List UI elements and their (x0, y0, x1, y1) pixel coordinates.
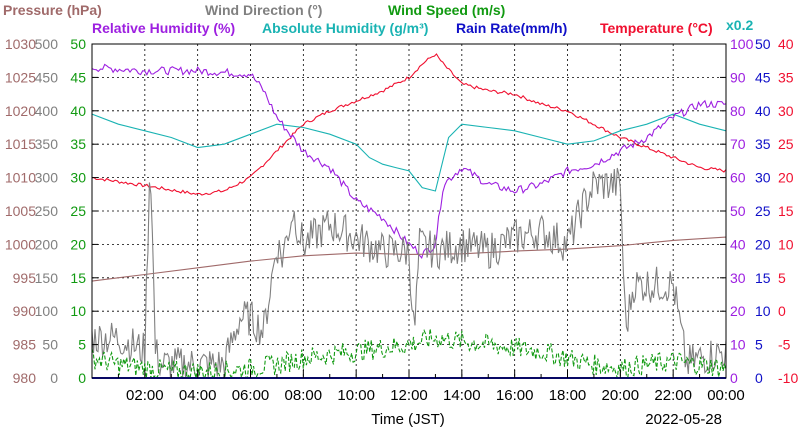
y-tick-label: 45 (70, 69, 86, 85)
x-tick-label: 08:00 (285, 387, 323, 404)
legend-entry: Relative Humidity (%) (92, 20, 235, 36)
series-line-temperature-c (91, 53, 727, 196)
x-axis-label: Time (JST) (371, 411, 445, 428)
legend: Pressure (hPa) Wind Direction (°) Wind Spe… (3, 2, 753, 36)
grid (92, 44, 726, 378)
y-tick-label: -5 (778, 337, 791, 353)
y-tick-label: 5 (78, 337, 86, 353)
y-tick-label: 5 (755, 337, 763, 353)
x-tick-label: 20:00 (602, 387, 640, 404)
y-tick-label: 15 (70, 270, 86, 286)
y-tick-label: 40 (70, 103, 86, 119)
series-line-absolute-humidity-g-m (91, 113, 727, 192)
y-tick-label: 980 (13, 370, 37, 386)
y-tick-label: 20 (755, 236, 771, 252)
y-tick-label: 60 (730, 170, 746, 186)
y-tick-label: 200 (35, 236, 59, 252)
axis-scale-note: x0.2 (726, 17, 753, 33)
legend-entry: Wind Speed (m/s) (388, 2, 505, 18)
y-tick-label: 40 (778, 36, 794, 52)
y-tick-label: 1030 (5, 36, 36, 52)
y-tick-label: 25 (755, 203, 771, 219)
y-tick-label: 15 (778, 203, 794, 219)
x-tick-label: 12:00 (390, 387, 428, 404)
x-tick-label: 14:00 (443, 387, 481, 404)
y-tick-label: 0 (78, 370, 86, 386)
y-tick-label: 1005 (5, 203, 36, 219)
y-tick-label: -10 (778, 370, 798, 386)
y-tick-label: 50 (755, 36, 771, 52)
x-tick-label: 06:00 (232, 387, 270, 404)
legend-entry: Absolute Humidity (g/m³) (262, 20, 428, 36)
y-tick-label: 0 (778, 303, 786, 319)
y-tick-label: 10 (730, 337, 746, 353)
y-tick-label: 35 (70, 136, 86, 152)
y-tick-label: 1020 (5, 103, 36, 119)
y-tick-label: 30 (70, 170, 86, 186)
chart-date: 2022-05-28 (645, 411, 722, 428)
y-tick-label: 0 (730, 370, 738, 386)
y-tick-label: 1015 (5, 136, 36, 152)
legend-entry: Rain Rate(mm/h) (456, 20, 567, 36)
y-tick-label: 5 (778, 270, 786, 286)
y-tick-label: 30 (730, 270, 746, 286)
y-tick-label: 30 (755, 170, 771, 186)
y-tick-label: 25 (778, 136, 794, 152)
y-tick-label: 40 (730, 236, 746, 252)
y-tick-label: 400 (35, 103, 59, 119)
y-tick-label: 10 (778, 236, 794, 252)
y-tick-label: 500 (35, 36, 59, 52)
legend-entry: Temperature (°C) (600, 20, 713, 36)
y-tick-label: 15 (755, 270, 771, 286)
y-tick-label: 995 (13, 270, 37, 286)
legend-entry: Wind Direction (°) (205, 2, 322, 18)
y-tick-label: 10 (70, 303, 86, 319)
series-line-relative-humidity (91, 63, 727, 260)
y-tick-label: 90 (730, 69, 746, 85)
y-tick-label: 50 (42, 337, 58, 353)
x-tick-label: 02:00 (126, 387, 164, 404)
y-tick-label: 250 (35, 203, 59, 219)
y-tick-label: 30 (778, 103, 794, 119)
x-tick-label: 10:00 (337, 387, 375, 404)
y-tick-label: 20 (70, 236, 86, 252)
y-tick-label: 20 (778, 170, 794, 186)
y-tick-label: 100 (35, 303, 59, 319)
x-tick-label: 00:00 (707, 387, 745, 404)
y-tick-label: 25 (70, 203, 86, 219)
y-tick-label: 50 (730, 203, 746, 219)
y-tick-label: 985 (13, 337, 37, 353)
legend-entry: Pressure (hPa) (3, 2, 102, 18)
y-tick-label: 80 (730, 103, 746, 119)
y-tick-label: 40 (755, 103, 771, 119)
y-tick-label: 350 (35, 136, 59, 152)
y-tick-label: 0 (50, 370, 58, 386)
y-tick-label: 70 (730, 136, 746, 152)
y-tick-label: 50 (70, 36, 86, 52)
y-tick-label: 10 (755, 303, 771, 319)
y-axes: 1030102510201015101010051000995990985980… (5, 36, 799, 386)
y-tick-label: 1025 (5, 69, 36, 85)
y-tick-label: 450 (35, 69, 59, 85)
y-tick-label: 45 (755, 69, 771, 85)
x-tick-label: 16:00 (496, 387, 534, 404)
y-tick-label: 20 (730, 303, 746, 319)
x-tick-label: 04:00 (179, 387, 217, 404)
y-tick-label: 35 (778, 69, 794, 85)
y-tick-label: 150 (35, 270, 59, 286)
y-tick-label: 0 (755, 370, 763, 386)
y-tick-label: 1010 (5, 170, 36, 186)
x-tick-label: 18:00 (549, 387, 587, 404)
x-tick-label: 22:00 (654, 387, 692, 404)
x-axis: 02:00 04:00 06:00 08:00 10:00 12:00 14:00 16:00… (117, 370, 745, 428)
y-tick-label: 1000 (5, 236, 36, 252)
y-tick-label: 100 (730, 36, 754, 52)
y-tick-label: 990 (13, 303, 37, 319)
y-tick-label: 300 (35, 170, 59, 186)
y-tick-label: 35 (755, 136, 771, 152)
